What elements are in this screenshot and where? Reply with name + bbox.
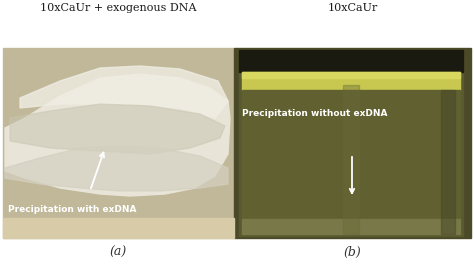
Bar bbox=[343, 85, 359, 234]
Bar bbox=[239, 50, 463, 236]
Bar bbox=[242, 72, 460, 90]
Text: (a): (a) bbox=[110, 246, 127, 259]
Bar bbox=[3, 218, 234, 238]
Text: (b): (b) bbox=[344, 246, 361, 259]
Polygon shape bbox=[20, 66, 228, 118]
Bar bbox=[242, 219, 460, 234]
Bar bbox=[239, 50, 463, 72]
Bar bbox=[242, 72, 460, 78]
Polygon shape bbox=[5, 146, 228, 191]
Bar bbox=[441, 90, 455, 234]
Text: 10xCaUr: 10xCaUr bbox=[328, 3, 378, 13]
Bar bbox=[242, 90, 460, 221]
Bar bbox=[234, 48, 471, 238]
Bar bbox=[3, 48, 234, 238]
Text: Precipitation with exDNA: Precipitation with exDNA bbox=[8, 205, 137, 214]
Polygon shape bbox=[10, 104, 225, 154]
Text: Precipitation without exDNA: Precipitation without exDNA bbox=[242, 109, 388, 118]
Polygon shape bbox=[5, 74, 230, 196]
Text: 10xCaUr + exogenous DNA: 10xCaUr + exogenous DNA bbox=[40, 3, 197, 13]
